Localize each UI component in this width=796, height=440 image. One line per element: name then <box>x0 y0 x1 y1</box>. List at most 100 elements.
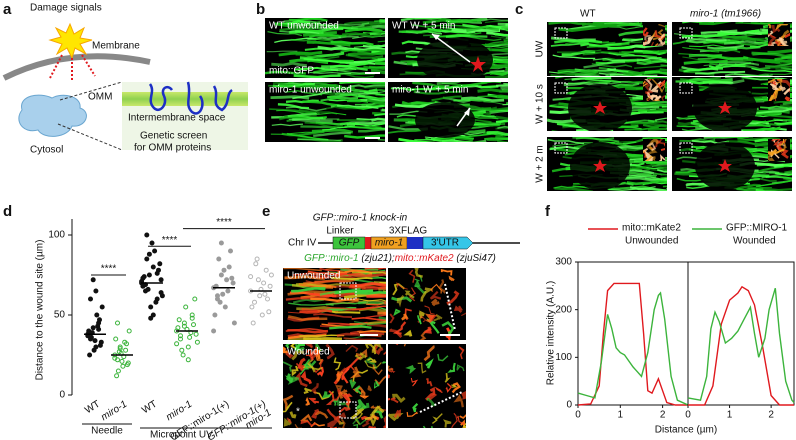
texture <box>695 70 746 75</box>
texture <box>371 50 385 54</box>
point <box>224 277 230 283</box>
texture <box>451 382 461 394</box>
texture <box>656 169 667 173</box>
point <box>90 277 96 283</box>
point <box>212 312 218 318</box>
texture <box>737 137 780 142</box>
texture <box>626 179 667 186</box>
x-tick-label: 1 <box>618 410 624 421</box>
texture <box>364 360 382 369</box>
texture <box>370 426 374 428</box>
chromosome-label: Chr IV <box>288 238 317 249</box>
texture <box>309 33 347 38</box>
point <box>178 336 183 342</box>
texture <box>339 82 367 85</box>
row-header: W + 2 m <box>535 145 546 183</box>
texture <box>291 365 299 377</box>
texture <box>682 22 714 24</box>
point <box>226 264 232 270</box>
point <box>112 355 118 361</box>
texture <box>767 49 792 54</box>
texture <box>364 413 378 427</box>
texture <box>293 344 305 352</box>
point <box>254 256 260 262</box>
texture <box>281 130 325 137</box>
texture <box>486 137 508 142</box>
point <box>99 304 105 310</box>
texture <box>661 95 665 101</box>
point <box>115 368 121 374</box>
texture <box>608 52 657 58</box>
significance-label: **** <box>101 264 117 275</box>
texture <box>327 321 368 326</box>
texture <box>774 121 792 125</box>
texture <box>629 186 667 191</box>
point <box>229 275 235 281</box>
texture <box>774 148 785 155</box>
point <box>87 352 93 358</box>
point <box>266 309 272 315</box>
texture <box>633 159 667 164</box>
texture <box>388 328 403 339</box>
subplot-title: Wounded <box>733 236 776 247</box>
point <box>194 339 200 345</box>
texture <box>371 344 382 353</box>
texture <box>574 74 602 76</box>
texture <box>323 90 360 96</box>
texture <box>291 349 305 361</box>
texture <box>775 24 789 31</box>
micrograph <box>643 139 665 161</box>
texture <box>447 362 456 373</box>
texture <box>348 285 386 290</box>
texture <box>381 360 386 364</box>
label: Damage signals <box>30 3 102 14</box>
texture <box>642 50 667 55</box>
texture <box>393 308 401 317</box>
texture <box>426 397 437 407</box>
zoom-lines <box>57 81 123 151</box>
point <box>262 291 268 297</box>
texture <box>338 406 351 414</box>
texture <box>390 87 436 91</box>
texture <box>283 361 293 372</box>
significance-label: **** <box>216 217 232 228</box>
texture <box>302 100 342 107</box>
texture <box>372 111 385 116</box>
texture <box>287 290 336 296</box>
texture <box>505 67 508 71</box>
texture <box>332 426 337 428</box>
texture <box>426 378 433 387</box>
texture <box>646 109 667 112</box>
texture <box>451 412 458 428</box>
texture <box>314 359 324 374</box>
texture <box>325 344 335 360</box>
texture <box>445 382 453 393</box>
point <box>94 312 100 318</box>
micrograph <box>388 82 508 142</box>
x-tick-label: 0 <box>685 410 691 421</box>
point <box>148 315 154 321</box>
point <box>218 272 224 278</box>
texture <box>784 170 792 174</box>
arrow-head <box>432 34 440 40</box>
texture <box>703 137 749 139</box>
texture <box>287 114 324 119</box>
texture <box>354 352 367 361</box>
texture <box>344 27 383 33</box>
texture <box>446 290 460 305</box>
point <box>97 317 102 323</box>
inset-box <box>554 82 568 94</box>
texture <box>592 57 637 62</box>
texture <box>307 270 348 275</box>
texture <box>552 54 596 60</box>
texture <box>290 38 334 42</box>
texture <box>315 82 361 84</box>
gene-flag <box>407 237 423 249</box>
point <box>176 317 182 323</box>
texture <box>329 22 370 27</box>
texture <box>764 62 792 67</box>
texture <box>417 315 422 325</box>
texture <box>310 297 359 303</box>
texture <box>358 301 386 305</box>
